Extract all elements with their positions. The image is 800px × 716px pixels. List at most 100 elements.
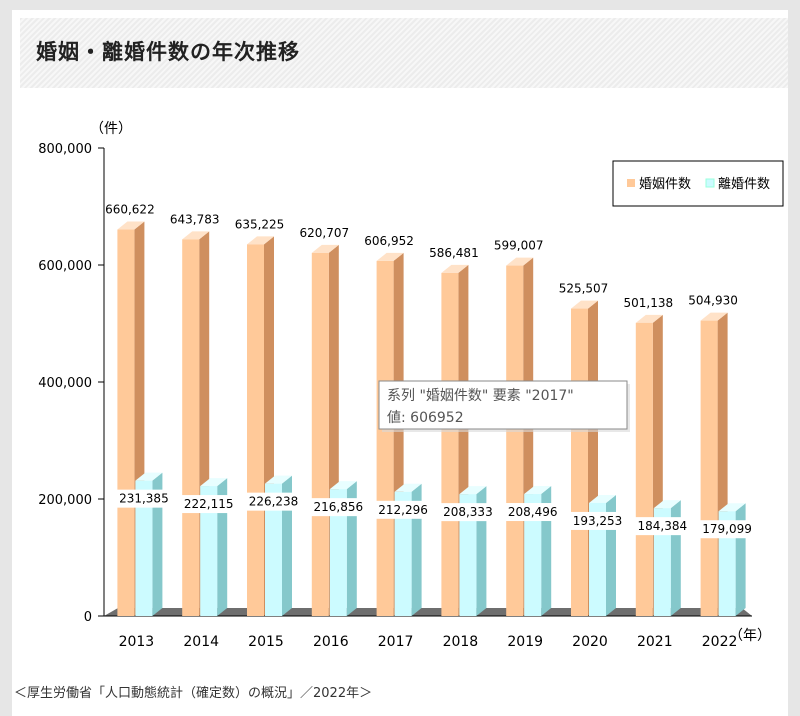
marriage-data-label: 620,707 <box>299 226 349 240</box>
y-tick-label: 200,000 <box>38 493 92 508</box>
marriage-data-label: 504,930 <box>688 294 738 308</box>
divorce-label-bg <box>181 495 236 514</box>
x-tick-label: 2016 <box>313 634 349 650</box>
divorce-bar-top <box>653 500 681 509</box>
x-tick-label: 2020 <box>572 634 608 650</box>
divorce-bar <box>265 483 282 616</box>
tooltip-line-1: 系列 "婚姻件数" 要素 "2017" <box>387 388 574 404</box>
divorce-data-label: 226,238 <box>249 495 299 509</box>
divorce-data-label: 179,099 <box>702 522 752 536</box>
y-tick-label: 600,000 <box>38 259 92 274</box>
y-tick-label: 400,000 <box>38 376 92 391</box>
divorce-bar <box>524 494 542 616</box>
tooltip-line-2: 値: 606952 <box>387 410 464 426</box>
divorce-label-bg <box>570 511 625 530</box>
marriage-data-label: 606,952 <box>364 234 414 248</box>
x-tick-label: 2021 <box>637 634 673 650</box>
divorce-bar-top <box>718 503 746 512</box>
divorce-label-bg <box>635 517 690 536</box>
page-title: 婚姻・離婚件数の年次推移 <box>36 40 300 64</box>
legend-swatch-divorce <box>705 178 715 188</box>
divorce-data-label: 231,385 <box>119 492 169 506</box>
marriage-bar <box>376 260 394 616</box>
divorce-bar-top <box>135 472 163 481</box>
x-unit-label: （年） <box>729 628 771 644</box>
marriage-bar-top <box>311 244 339 253</box>
divorce-bar-side <box>282 475 292 616</box>
divorce-label-bg <box>116 489 171 508</box>
legend-box <box>612 160 784 207</box>
y-unit-label: （件） <box>90 121 132 137</box>
divorce-bar <box>200 486 218 616</box>
marriage-bar <box>571 308 588 616</box>
marriage-data-label: 599,007 <box>494 239 544 253</box>
x-tick-label: 2017 <box>378 634 414 650</box>
divorce-label-bg <box>700 520 755 539</box>
marriage-bar-top <box>571 300 598 309</box>
divorce-bar-side <box>735 503 746 616</box>
marriage-bar <box>635 322 653 616</box>
marriage-bar-top <box>441 264 469 273</box>
divorce-bar-top <box>200 478 228 487</box>
divorce-bar <box>394 491 412 616</box>
divorce-label-bg <box>246 492 301 511</box>
divorce-bar-top <box>524 486 552 495</box>
marriage-bar-top <box>182 231 210 240</box>
divorce-bar-top <box>459 486 487 495</box>
tooltip-box <box>378 380 628 430</box>
divorce-bar <box>589 502 606 616</box>
marriage-bar <box>441 272 459 616</box>
marriage-bar <box>506 265 524 616</box>
divorce-bar-top <box>394 483 422 492</box>
divorce-bar <box>459 494 477 616</box>
divorce-data-label: 208,333 <box>443 505 493 519</box>
legend-label-divorce: 離婚件数 <box>718 177 770 192</box>
marriage-bar <box>247 244 264 616</box>
divorce-bar-top <box>265 475 292 484</box>
marriage-bar-top <box>700 312 728 321</box>
divorce-bar <box>135 480 153 616</box>
divorce-data-label: 216,856 <box>313 500 363 514</box>
divorce-data-label: 193,253 <box>573 514 623 528</box>
marriage-data-label: 501,138 <box>623 296 673 310</box>
y-tick-label: 800,000 <box>38 142 92 157</box>
marriage-data-label: 635,225 <box>235 217 285 231</box>
legend-label-marriage: 婚姻件数 <box>639 177 691 192</box>
divorce-bar <box>329 489 347 616</box>
marriage-bar <box>117 229 135 616</box>
divorce-data-label: 208,496 <box>508 505 558 519</box>
x-tick-label: 2015 <box>248 634 284 650</box>
x-tick-label: 2019 <box>507 634 543 650</box>
x-tick-label: 2022 <box>702 634 738 650</box>
marriage-bar <box>182 239 200 616</box>
x-tick-label: 2014 <box>183 634 219 650</box>
divorce-bar-top <box>589 494 616 503</box>
divorce-bar-top <box>329 481 357 490</box>
marriage-bar-top <box>635 314 663 323</box>
marriage-bar-top <box>376 252 404 261</box>
marriage-bar-top <box>247 236 274 245</box>
legend-swatch-marriage <box>627 179 635 187</box>
divorce-data-label: 212,296 <box>378 503 428 517</box>
marriage-data-label: 525,507 <box>559 282 609 296</box>
divorce-bar-side <box>152 472 163 616</box>
marriage-bar-top <box>117 221 145 230</box>
marriage-bar <box>311 252 329 616</box>
divorce-data-label: 222,115 <box>184 497 234 511</box>
divorce-label-bg <box>505 503 560 522</box>
title-bar: 婚姻・離婚件数の年次推移 <box>20 18 788 88</box>
x-tick-label: 2018 <box>443 634 479 650</box>
divorce-label-bg <box>440 503 495 522</box>
marriage-data-label: 660,622 <box>105 203 155 217</box>
marriage-data-label: 586,481 <box>429 246 479 260</box>
marriage-data-label: 643,783 <box>170 212 220 226</box>
divorce-data-label: 184,384 <box>637 519 687 533</box>
marriage-bar <box>700 320 718 616</box>
x-tick-label: 2013 <box>119 634 155 650</box>
divorce-label-bg <box>311 498 366 517</box>
divorce-label-bg <box>376 500 431 519</box>
source-note: ＜厚生労働省「人口動態統計（確定数）の概況」／2022年＞ <box>14 686 373 701</box>
y-tick-label: 0 <box>84 610 92 625</box>
marriage-bar-top <box>506 257 534 266</box>
